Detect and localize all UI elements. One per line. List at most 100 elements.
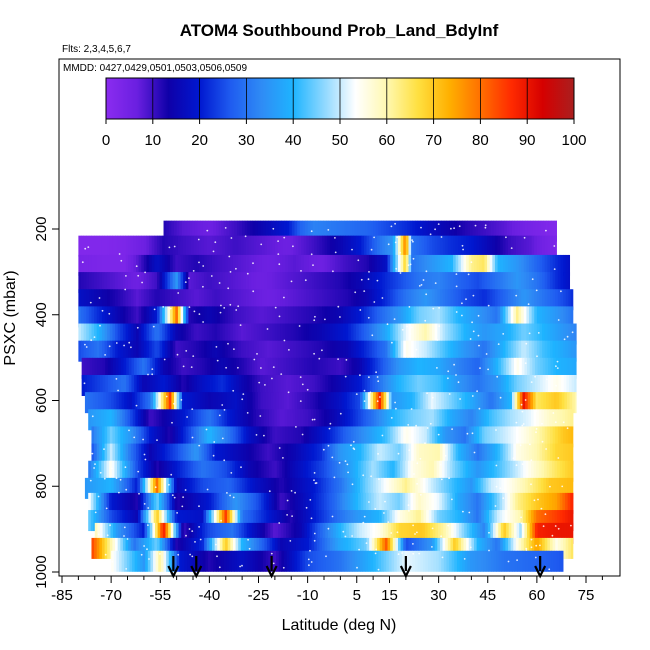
track-dot [368, 501, 370, 503]
heatmap-cell [203, 510, 207, 532]
track-dot [451, 428, 453, 430]
heatmap-cell [276, 460, 280, 482]
heatmap-cell [395, 235, 399, 257]
heatmap-cell [353, 323, 357, 345]
heatmap-cell [122, 235, 126, 257]
heatmap-cell [278, 477, 282, 499]
heatmap-cell [462, 492, 466, 514]
heatmap-cell [332, 254, 336, 276]
track-dot [290, 490, 293, 492]
heatmap-cell [521, 254, 525, 276]
heatmap-cell [426, 289, 430, 311]
track-dot [310, 253, 313, 256]
track-dot [439, 463, 442, 466]
heatmap-cell [232, 537, 236, 559]
heatmap-cell [319, 537, 323, 559]
heatmap-cell [432, 235, 436, 257]
heatmap-cell [515, 460, 519, 482]
track-dot [221, 437, 224, 440]
track-dot [401, 552, 403, 554]
heatmap-cell [397, 510, 401, 532]
track-dot [374, 552, 377, 555]
heatmap-cell [272, 426, 276, 448]
heatmap-cell [540, 392, 544, 414]
heatmap-cell [138, 443, 142, 465]
heatmap-cell [181, 220, 185, 242]
heatmap-cell [104, 340, 108, 362]
x-tick-label: -85 [51, 587, 73, 604]
heatmap-cell [479, 272, 483, 294]
heatmap-cell [311, 537, 315, 559]
heatmap-cell [432, 254, 436, 276]
heatmap-cell [473, 289, 478, 311]
heatmap-cell [201, 443, 205, 465]
heatmap-cell [94, 306, 98, 328]
heatmap-cell [274, 254, 278, 276]
heatmap-cell [432, 306, 436, 328]
heatmap-cell [389, 409, 393, 431]
heatmap-cell [399, 460, 403, 482]
heatmap-cell [280, 537, 284, 559]
heatmap-cell [97, 357, 101, 379]
heatmap-cell [428, 460, 432, 482]
heatmap-cell [392, 254, 396, 276]
heatmap-cell [245, 460, 249, 482]
track-dot [495, 429, 497, 431]
heatmap-cell [496, 409, 500, 431]
heatmap-cell [126, 550, 130, 572]
heatmap-cell [420, 460, 424, 482]
heatmap-cell [221, 492, 225, 514]
heatmap-cell [88, 254, 92, 276]
heatmap-cell [174, 409, 178, 431]
heatmap-cell [135, 409, 139, 431]
heatmap-cell [246, 374, 250, 396]
heatmap-cell [114, 460, 118, 482]
track-dot [313, 418, 316, 421]
heatmap-cell [548, 220, 552, 242]
heatmap-cell [479, 340, 483, 362]
track-dot [431, 527, 434, 530]
heatmap-cell [202, 477, 206, 499]
heatmap-cell [225, 306, 229, 328]
heatmap-cell [150, 550, 154, 572]
heatmap-cell [303, 460, 307, 482]
heatmap-cell [278, 374, 282, 396]
heatmap-cell [524, 374, 528, 396]
heatmap-cell [522, 550, 526, 572]
heatmap-cell [269, 537, 273, 559]
track-dot [453, 363, 455, 366]
heatmap-cell [499, 492, 503, 514]
heatmap-cell [468, 460, 472, 482]
heatmap-cell [134, 522, 138, 544]
heatmap-cell [172, 492, 176, 514]
heatmap-cell [479, 522, 483, 544]
heatmap-cell [180, 272, 184, 294]
heatmap-cell [536, 272, 540, 294]
heatmap-cell [418, 492, 422, 514]
track-dot [344, 460, 347, 462]
heatmap-cell [481, 409, 485, 431]
heatmap-cell [457, 460, 461, 482]
heatmap-cell [209, 323, 213, 345]
heatmap-cell [329, 537, 333, 559]
track-dot [363, 389, 366, 392]
heatmap-cell [166, 477, 170, 499]
heatmap-cell [151, 306, 155, 328]
heatmap-cell [373, 392, 377, 414]
heatmap-cell [114, 510, 118, 532]
heatmap-cell [553, 374, 557, 396]
heatmap-cell [133, 323, 137, 345]
heatmap-cell [374, 537, 378, 559]
heatmap-cell [308, 510, 312, 532]
heatmap-cell [531, 272, 535, 294]
heatmap-cell [150, 477, 154, 499]
heatmap-cell [289, 220, 293, 242]
heatmap-cell [122, 272, 126, 294]
track-dot [395, 267, 398, 270]
track-dot [436, 367, 438, 369]
heatmap-cell [544, 272, 548, 294]
heatmap-cell [216, 460, 220, 482]
heatmap-cell [522, 477, 526, 499]
heatmap-cell [243, 254, 247, 276]
heatmap-cell [344, 392, 348, 414]
